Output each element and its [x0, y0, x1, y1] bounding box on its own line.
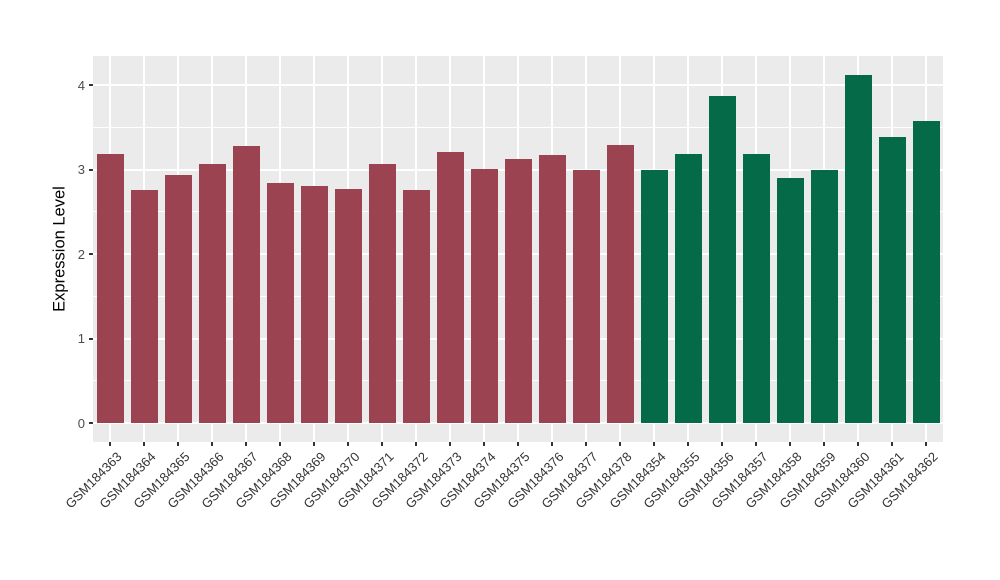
x-tick-mark-GSM184361 — [891, 442, 893, 446]
bar-GSM184362 — [912, 121, 940, 423]
x-tick-mark-GSM184356 — [721, 442, 723, 446]
bar-GSM184370 — [334, 188, 362, 423]
x-tick-mark-GSM184372 — [415, 442, 417, 446]
x-tick-mark-GSM184357 — [755, 442, 757, 446]
bar-GSM184366 — [198, 164, 226, 423]
bar-GSM184355 — [674, 154, 702, 423]
x-tick-mark-GSM184355 — [687, 442, 689, 446]
x-tick-mark-GSM184362 — [925, 442, 927, 446]
y-tick-label-1: 1 — [77, 331, 85, 346]
bar-GSM184357 — [742, 154, 770, 423]
bar-GSM184372 — [402, 189, 430, 423]
bar-GSM184376 — [538, 155, 566, 423]
x-tick-mark-GSM184373 — [449, 442, 451, 446]
bar-GSM184378 — [606, 144, 634, 423]
y-tick-label-3: 3 — [77, 162, 85, 177]
x-tick-mark-GSM184375 — [517, 442, 519, 446]
x-tick-mark-GSM184368 — [279, 442, 281, 446]
x-tick-mark-GSM184374 — [483, 442, 485, 446]
bar-GSM184369 — [300, 186, 328, 423]
y-tick-mark-3 — [89, 168, 93, 171]
bar-GSM184373 — [436, 151, 464, 423]
x-tick-mark-GSM184354 — [653, 442, 655, 446]
bar-GSM184371 — [368, 164, 396, 423]
bar-GSM184358 — [776, 177, 804, 423]
y-tick-mark-4 — [89, 84, 93, 86]
y-tick-mark-1 — [89, 337, 93, 340]
x-tick-mark-GSM184378 — [619, 442, 621, 446]
plot-panel — [93, 56, 943, 442]
bar-GSM184377 — [572, 169, 600, 423]
bar-GSM184354 — [640, 169, 668, 423]
x-tick-mark-GSM184365 — [177, 442, 179, 446]
bar-GSM184375 — [504, 158, 532, 423]
bar-GSM184363 — [96, 154, 124, 423]
y-tick-label-4: 4 — [77, 77, 85, 93]
bar-GSM184374 — [470, 168, 498, 423]
bar-GSM184367 — [232, 145, 260, 423]
x-tick-mark-GSM184358 — [789, 442, 791, 446]
bar-GSM184368 — [266, 183, 294, 423]
y-tick-label-2: 2 — [77, 246, 85, 262]
x-tick-mark-GSM184376 — [551, 442, 553, 446]
bar-GSM184356 — [708, 95, 736, 423]
x-tick-mark-GSM184363 — [109, 442, 111, 446]
bar-GSM184365 — [164, 175, 192, 423]
x-tick-mark-GSM184360 — [857, 442, 859, 446]
x-tick-mark-GSM184377 — [585, 442, 587, 446]
bar-GSM184360 — [844, 74, 872, 423]
y-tick-mark-2 — [89, 253, 93, 255]
x-tick-mark-GSM184367 — [245, 442, 247, 446]
x-tick-mark-GSM184369 — [313, 442, 315, 446]
x-tick-mark-GSM184366 — [211, 442, 213, 446]
y-tick-mark-0 — [89, 422, 93, 424]
bar-GSM184361 — [878, 136, 906, 423]
x-tick-mark-GSM184371 — [381, 442, 383, 446]
x-tick-mark-GSM184364 — [143, 442, 145, 446]
y-tick-label-0: 0 — [77, 415, 85, 431]
x-tick-mark-GSM184370 — [347, 442, 349, 446]
bar-GSM184364 — [130, 189, 158, 423]
x-tick-mark-GSM184359 — [823, 442, 825, 446]
bar-GSM184359 — [810, 169, 838, 423]
